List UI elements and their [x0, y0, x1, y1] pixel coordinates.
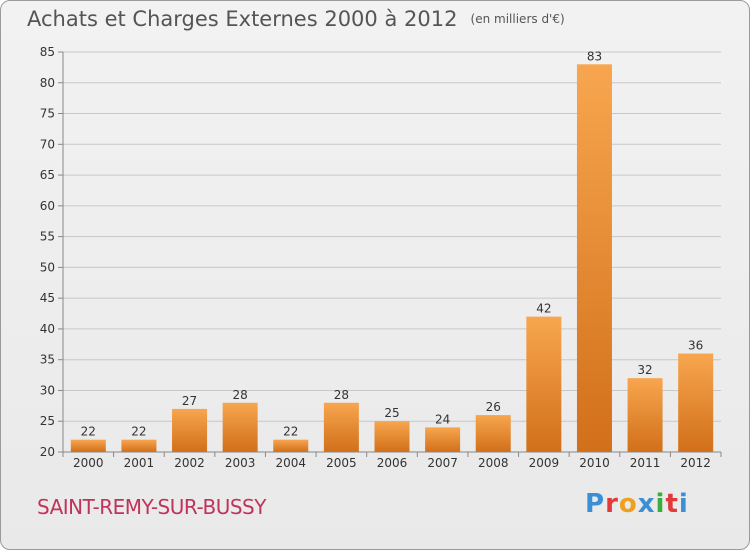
y-tick-label: 35 — [40, 353, 55, 367]
logo-letter: o — [618, 489, 638, 519]
value-labels: 22 22 27 28 22 28 25 24 26 42 83 32 36 — [81, 49, 704, 438]
bar — [323, 402, 359, 452]
value-label: 22 — [81, 425, 96, 439]
value-label: 25 — [384, 406, 399, 420]
x-tick-label: 2002 — [174, 456, 205, 470]
bars — [70, 64, 714, 453]
y-tick-label: 25 — [40, 414, 55, 428]
chart-unit: (en milliers d'€) — [470, 12, 565, 26]
bar — [526, 316, 562, 452]
y-tick-label: 40 — [40, 322, 55, 336]
value-label: 83 — [587, 49, 602, 63]
value-label: 32 — [637, 363, 652, 377]
bar — [627, 378, 663, 452]
value-label: 27 — [182, 394, 197, 408]
y-tick-label: 60 — [40, 199, 55, 213]
value-label: 26 — [486, 400, 501, 414]
y-tick-label: 80 — [40, 76, 55, 90]
logo-letter: i — [655, 489, 666, 519]
x-tick-label: 2004 — [275, 456, 306, 470]
x-tick-label: 2009 — [529, 456, 560, 470]
bar — [222, 402, 258, 452]
x-tick-label: 2008 — [478, 456, 509, 470]
x-tick-label: 2012 — [680, 456, 711, 470]
y-tick-label: 45 — [40, 291, 55, 305]
value-label: 36 — [688, 339, 703, 353]
bar — [576, 64, 612, 453]
grid-lines — [63, 51, 721, 453]
y-tick-label: 85 — [40, 45, 55, 59]
logo-letter: i — [678, 489, 689, 519]
y-tick-label: 70 — [40, 137, 55, 151]
bar — [374, 421, 410, 452]
logo-letter: t — [665, 489, 679, 519]
value-label: 22 — [283, 425, 298, 439]
bar — [475, 415, 511, 452]
commune-name: SAINT-REMY-SUR-BUSSY — [37, 495, 266, 519]
x-tick-label: 2005 — [326, 456, 357, 470]
x-axis-ticks: 2000 2001 2002 2003 2004 2005 2006 2007 2008 2009… — [62, 452, 722, 470]
bar — [273, 439, 309, 452]
y-tick-label: 50 — [40, 260, 55, 274]
logo-letter: P — [585, 489, 606, 519]
bar — [678, 353, 714, 452]
proxiti-logo: Proxiti — [585, 489, 689, 519]
x-tick-label: 2006 — [377, 456, 408, 470]
y-tick-label: 75 — [40, 107, 55, 121]
value-label: 24 — [435, 412, 450, 426]
bar — [121, 439, 157, 452]
value-label: 42 — [536, 302, 551, 316]
x-tick-label: 2001 — [124, 456, 155, 470]
bar — [172, 408, 208, 452]
y-tick-label: 55 — [40, 230, 55, 244]
value-label: 28 — [334, 388, 349, 402]
y-axis-ticks: 20 25 30 35 40 45 50 55 60 65 70 75 80 85 — [40, 45, 63, 459]
x-tick-label: 2011 — [630, 456, 661, 470]
bar — [425, 427, 461, 452]
y-tick-label: 30 — [40, 383, 55, 397]
value-label: 28 — [233, 388, 248, 402]
value-label: 22 — [131, 425, 146, 439]
logo-letter: x — [637, 489, 656, 519]
chart-title: Achats et Charges Externes 2000 à 2012 — [27, 7, 458, 31]
x-tick-label: 2000 — [73, 456, 104, 470]
title-row: Achats et Charges Externes 2000 à 2012 (… — [27, 7, 565, 31]
y-tick-label: 20 — [40, 445, 55, 459]
logo-letter: r — [605, 489, 619, 519]
y-tick-label: 65 — [40, 168, 55, 182]
bar — [70, 439, 106, 452]
axes — [62, 52, 721, 453]
x-tick-label: 2010 — [579, 456, 610, 470]
x-tick-label: 2007 — [427, 456, 458, 470]
x-tick-label: 2003 — [225, 456, 256, 470]
